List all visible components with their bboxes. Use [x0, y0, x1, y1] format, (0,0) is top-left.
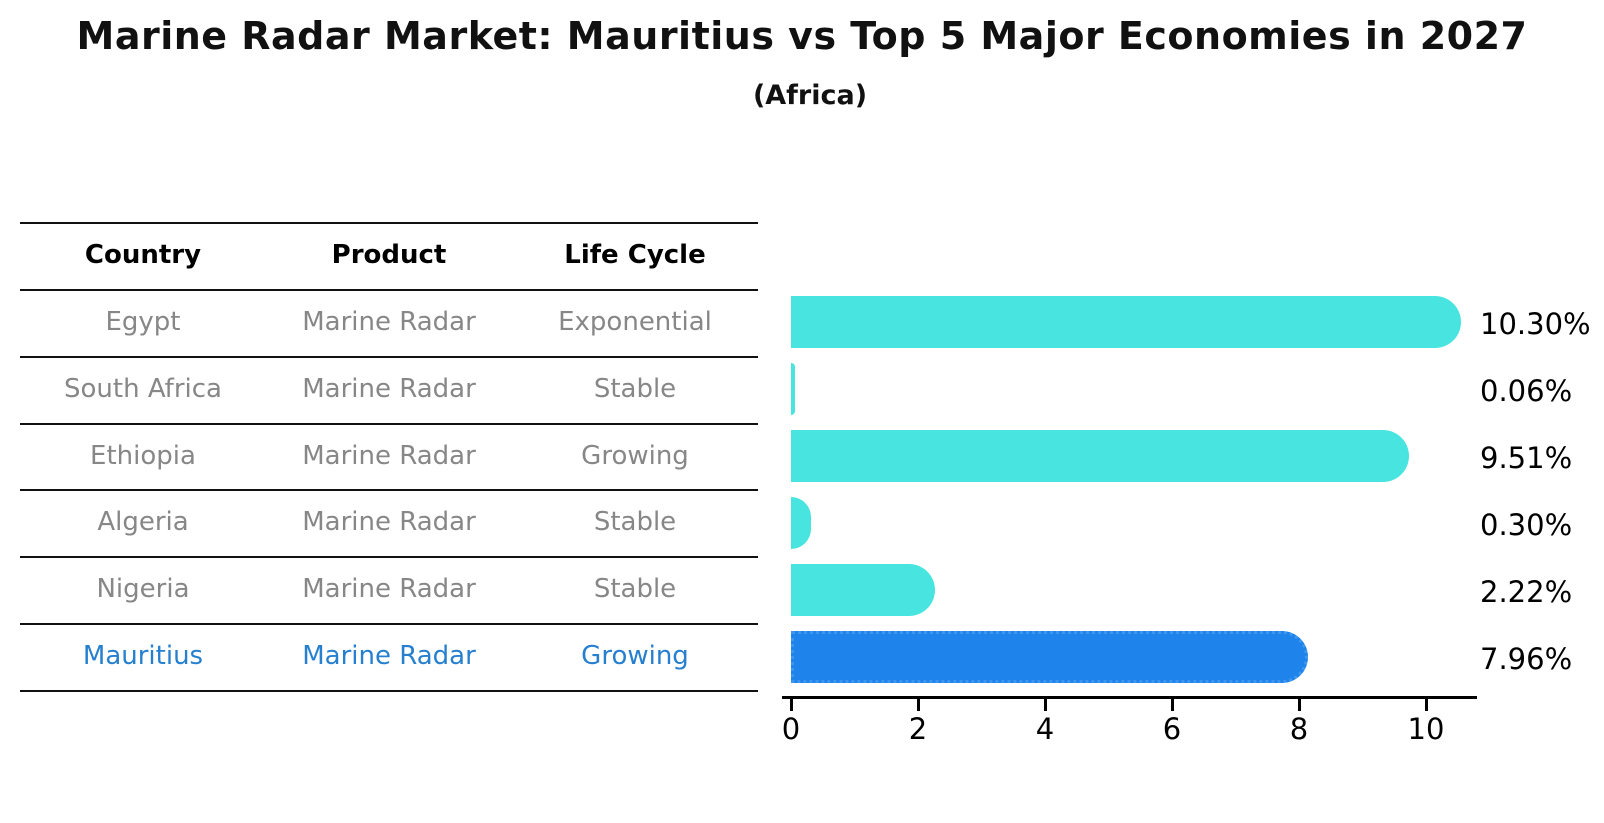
x-tick-mark — [789, 699, 793, 711]
table-cell-product: Marine Radar — [302, 641, 476, 672]
bar-value-label: 0.30% — [1480, 507, 1573, 542]
table-cell-life_cycle: Stable — [593, 507, 677, 538]
bar-ethiopia — [791, 430, 1410, 482]
table-rule — [20, 689, 758, 692]
x-tick-mark — [1424, 699, 1428, 711]
bar-nigeria — [791, 563, 936, 616]
bar-south-africa — [791, 363, 795, 416]
bar-value-label: 10.30% — [1480, 307, 1591, 342]
table-rule — [20, 355, 758, 358]
bar-value-label: 9.51% — [1480, 441, 1573, 475]
table-cell-country: Ethiopia — [90, 440, 196, 471]
x-tick-mark — [1043, 699, 1047, 711]
table-rule — [20, 422, 758, 425]
table-rule — [20, 623, 758, 626]
table-rule — [20, 288, 758, 291]
x-tick-label: 6 — [1162, 712, 1182, 746]
chart-subtitle: (Africa) — [752, 80, 868, 111]
table-cell-product: Marine Radar — [302, 574, 476, 605]
table-cell-life_cycle: Stable — [593, 373, 677, 404]
column-header-product: Product — [331, 240, 447, 270]
table-cell-life_cycle: Growing — [581, 440, 689, 471]
table-cell-life_cycle: Growing — [581, 641, 689, 672]
x-axis-line — [782, 696, 1477, 699]
table-cell-country: Mauritius — [82, 641, 204, 672]
table-cell-country: Nigeria — [96, 574, 190, 605]
column-header-life-cycle: Life Cycle — [564, 240, 706, 270]
table-rule — [20, 222, 758, 224]
bar-value-label: 7.96% — [1480, 641, 1573, 676]
table-rule — [20, 489, 758, 492]
table-cell-life_cycle: Stable — [593, 574, 677, 605]
column-header-country: Country — [84, 240, 202, 270]
bar-mauritius — [791, 630, 1309, 683]
table-cell-life_cycle: Exponential — [558, 306, 712, 337]
table-rule — [20, 556, 758, 559]
table-cell-country: South Africa — [64, 373, 222, 404]
chart-title: Marine Radar Market: Mauritius vs Top 5 … — [76, 14, 1528, 58]
table-cell-product: Marine Radar — [302, 507, 476, 538]
table-cell-product: Marine Radar — [302, 306, 476, 337]
bar-algeria — [791, 496, 811, 549]
x-tick-label: 10 — [1407, 712, 1445, 746]
x-tick-label: 0 — [781, 712, 801, 746]
x-tick-mark — [916, 699, 920, 711]
x-tick-label: 2 — [908, 712, 928, 746]
table-cell-country: Egypt — [105, 306, 181, 337]
x-tick-mark — [1297, 699, 1301, 711]
bar-value-label: 0.06% — [1480, 374, 1573, 409]
x-tick-mark — [1170, 699, 1174, 711]
table-cell-product: Marine Radar — [302, 440, 476, 471]
table-cell-product: Marine Radar — [302, 373, 476, 404]
x-tick-label: 8 — [1289, 712, 1309, 746]
table-cell-country: Algeria — [97, 507, 189, 538]
x-tick-label: 4 — [1035, 712, 1055, 746]
bar-value-label: 2.22% — [1480, 574, 1573, 609]
bar-egypt — [791, 296, 1461, 349]
